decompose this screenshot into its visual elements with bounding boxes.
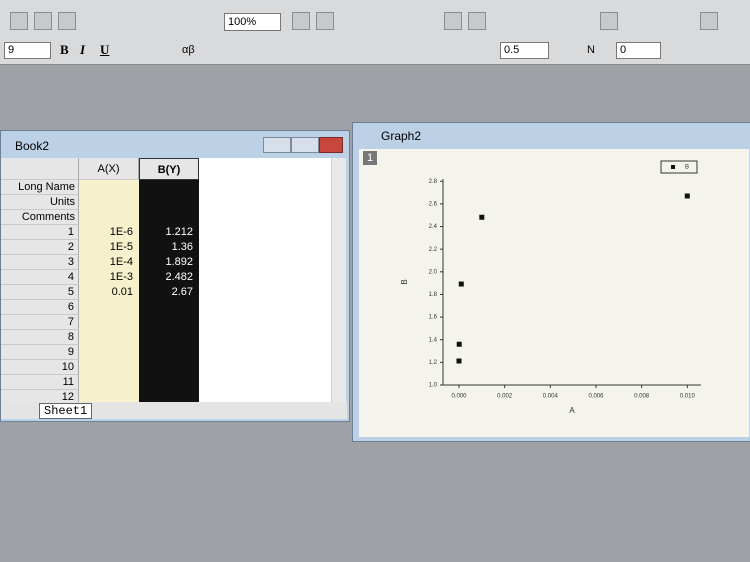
x-tick-label: 0.002 bbox=[497, 394, 513, 400]
column-body bbox=[79, 180, 139, 402]
row-header: 2 bbox=[1, 240, 79, 255]
y-tick-label: 2.2 bbox=[429, 247, 438, 253]
x-tick-label: 0.008 bbox=[634, 394, 650, 400]
layer-button[interactable]: 1 bbox=[363, 151, 377, 165]
minimize-button[interactable] bbox=[263, 137, 291, 153]
column-header: B(Y) bbox=[139, 158, 199, 180]
legend-box bbox=[660, 160, 698, 174]
tool-button[interactable] bbox=[10, 12, 28, 30]
data-cell: 1E-3 bbox=[109, 271, 133, 283]
data-point bbox=[684, 193, 690, 199]
x-axis-label: A bbox=[569, 406, 575, 415]
scrollbar[interactable] bbox=[332, 158, 346, 402]
graph-title: Graph2 bbox=[381, 129, 422, 143]
line-width-box[interactable]: 0.5 bbox=[500, 42, 549, 59]
data-point bbox=[458, 281, 464, 287]
data-cell: 1E-6 bbox=[109, 226, 133, 238]
tool-button[interactable] bbox=[600, 12, 618, 30]
tool-button[interactable] bbox=[444, 12, 462, 30]
bold-button[interactable]: B bbox=[60, 42, 69, 57]
data-cell: 1E-4 bbox=[109, 256, 133, 268]
row-header: 10 bbox=[1, 360, 79, 375]
tool-button[interactable] bbox=[58, 12, 76, 30]
y-tick-label: 2.0 bbox=[429, 269, 438, 275]
row-header: 6 bbox=[1, 300, 79, 315]
data-cell: 1.892 bbox=[165, 256, 193, 268]
tool-button[interactable] bbox=[316, 12, 334, 30]
tool-button[interactable] bbox=[700, 12, 718, 30]
sheet-tab[interactable]: Sheet1 bbox=[39, 403, 93, 419]
book-title: Book2 bbox=[15, 139, 50, 153]
tool-button[interactable] bbox=[34, 12, 52, 30]
fill-box[interactable]: 0 bbox=[616, 42, 661, 59]
data-cell: 0.01 bbox=[111, 286, 133, 298]
row-header: 9 bbox=[1, 345, 79, 360]
row-header: 7 bbox=[1, 315, 79, 330]
maximize-button[interactable] bbox=[291, 137, 319, 153]
worksheet: A(X) B(Y) Long Name Units Comments 1 1E-6 1.212… bbox=[1, 158, 331, 402]
close-button[interactable] bbox=[319, 137, 343, 153]
data-cell: 1E-5 bbox=[109, 241, 133, 253]
pattern-box[interactable]: N bbox=[587, 44, 595, 56]
y-tick-label: 2.6 bbox=[429, 201, 438, 207]
row-header: 5 bbox=[1, 285, 79, 300]
legend-label: B bbox=[685, 165, 689, 171]
y-tick-label: 1.2 bbox=[429, 360, 438, 366]
graph-page bbox=[359, 149, 749, 437]
data-point bbox=[456, 358, 462, 364]
x-tick-label: 0.004 bbox=[543, 394, 559, 400]
data-cell: 2.482 bbox=[165, 271, 193, 283]
row-header: 3 bbox=[1, 255, 79, 270]
row-header: 11 bbox=[1, 375, 79, 390]
graph-plot: 0.000 0.002 0.004 0.006 0.008 0.010 1.0 1.2 1.4 1… bbox=[400, 160, 701, 415]
row-header: 1 bbox=[1, 225, 79, 240]
graph-window: Graph2 1 0.000 0.002 0.004 0.006 0.008 0.010 1… bbox=[352, 122, 750, 442]
y-tick-label: 2.4 bbox=[429, 224, 438, 230]
y-tick-label: 2.8 bbox=[429, 179, 438, 185]
row-header: 4 bbox=[1, 270, 79, 285]
y-tick-label: 1.8 bbox=[429, 292, 438, 298]
row-header: Comments bbox=[1, 210, 79, 225]
legend-symbol bbox=[671, 165, 675, 169]
y-tick-label: 1.4 bbox=[429, 337, 438, 343]
row-header: 12 bbox=[1, 390, 79, 402]
row-header: Units bbox=[1, 195, 79, 210]
data-point bbox=[456, 341, 462, 347]
column-header: A(X) bbox=[79, 158, 139, 180]
row-header: Long Name bbox=[1, 180, 79, 195]
x-tick-label: 0.006 bbox=[588, 394, 604, 400]
x-tick-label: 0.000 bbox=[451, 394, 467, 400]
font-size-box[interactable]: 9 bbox=[4, 42, 51, 59]
y-axis-label: B bbox=[400, 279, 409, 284]
column-body bbox=[139, 180, 199, 402]
x-tick-label: 0.010 bbox=[680, 394, 696, 400]
zoom-box[interactable]: 100% bbox=[224, 13, 281, 31]
corner bbox=[1, 158, 79, 180]
data-cell: 2.67 bbox=[171, 286, 193, 298]
tool-button[interactable] bbox=[292, 12, 310, 30]
data-cell: 1.36 bbox=[171, 241, 193, 253]
y-tick-label: 1.6 bbox=[429, 315, 438, 321]
toolbar: 100% 9 B I U αβ 0.5 N 0 bbox=[0, 0, 750, 65]
underline-button[interactable]: U bbox=[100, 42, 110, 57]
data-cell: 1.212 bbox=[165, 226, 193, 238]
greek-button[interactable]: αβ bbox=[182, 44, 195, 56]
sheet-bar: Sheet1 bbox=[1, 402, 347, 419]
data-point bbox=[479, 214, 485, 220]
y-tick-label: 1.0 bbox=[429, 383, 438, 389]
italic-button[interactable]: I bbox=[80, 42, 86, 57]
book-window: Book2 A(X) B(Y) Long Name Units Comments 1 1E-… bbox=[0, 130, 350, 422]
tool-button[interactable] bbox=[468, 12, 486, 30]
row-header: 8 bbox=[1, 330, 79, 345]
